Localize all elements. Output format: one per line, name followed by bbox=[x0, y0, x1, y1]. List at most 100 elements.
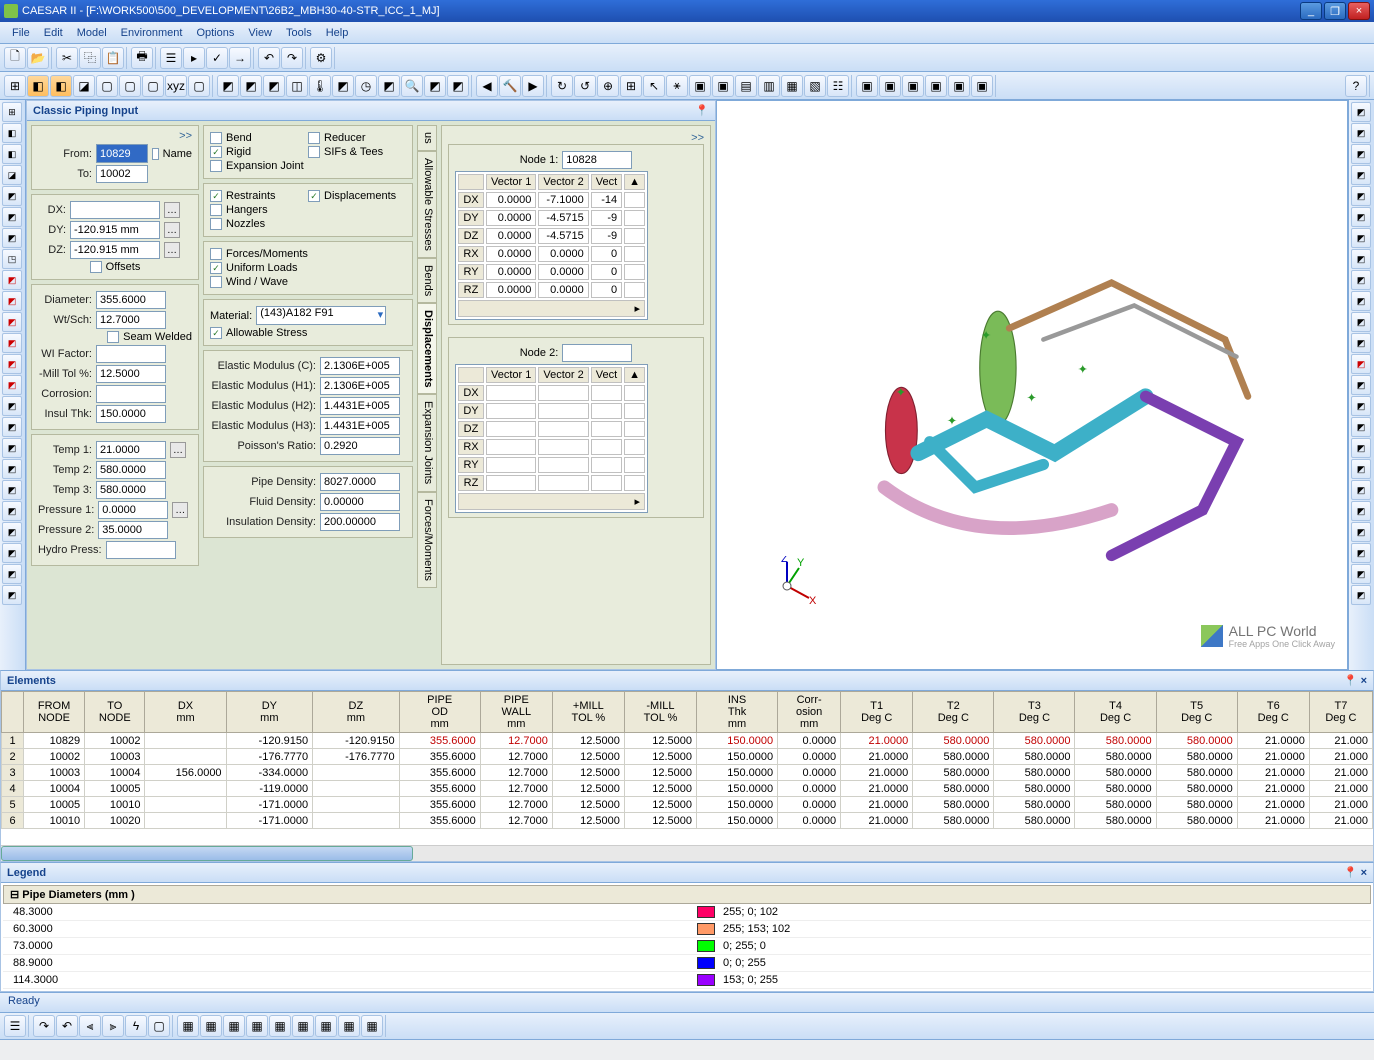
tb-r4[interactable]: ⊞ bbox=[620, 75, 642, 97]
vt-23[interactable]: ◩ bbox=[2, 564, 22, 584]
vt-6[interactable]: ◩ bbox=[2, 207, 22, 227]
tb-p3[interactable]: ▣ bbox=[902, 75, 924, 97]
vt-7[interactable]: ◩ bbox=[2, 228, 22, 248]
tb-orange2[interactable]: ◧ bbox=[50, 75, 72, 97]
vt-17[interactable]: ◩ bbox=[2, 438, 22, 458]
tb-n2[interactable]: ▢ bbox=[119, 75, 141, 97]
elements-grid[interactable]: FROM NODETO NODEDX mmDY mmDZ mmPIPE OD m… bbox=[1, 691, 1373, 829]
p1-more[interactable]: … bbox=[172, 502, 188, 518]
bt-10[interactable]: ▦ bbox=[223, 1015, 245, 1037]
vt-22[interactable]: ◩ bbox=[2, 543, 22, 563]
insul-input[interactable] bbox=[96, 405, 166, 423]
temp1-input[interactable] bbox=[96, 441, 166, 459]
vt-2[interactable]: ◧ bbox=[2, 123, 22, 143]
bend-cb[interactable] bbox=[210, 132, 222, 144]
vt-13[interactable]: ◩ bbox=[2, 354, 22, 374]
tb-r12[interactable]: ▧ bbox=[804, 75, 826, 97]
tb-misc[interactable]: ⚙ bbox=[310, 47, 332, 69]
bt-9[interactable]: ▦ bbox=[200, 1015, 222, 1037]
bt-13[interactable]: ▦ bbox=[292, 1015, 314, 1037]
rvt-13[interactable]: ◩ bbox=[1351, 354, 1371, 374]
rvt-18[interactable]: ◩ bbox=[1351, 459, 1371, 479]
vt-3[interactable]: ◧ bbox=[2, 144, 22, 164]
rigid-cb[interactable]: ✓ bbox=[210, 146, 222, 158]
tb-p2[interactable]: ▣ bbox=[879, 75, 901, 97]
tb-find[interactable]: 🔍 bbox=[401, 75, 423, 97]
vtab-allowable[interactable]: Allowable Stresses bbox=[417, 151, 437, 258]
minimize-button[interactable]: _ bbox=[1300, 2, 1322, 20]
fm-cb[interactable] bbox=[210, 248, 222, 260]
offsets-checkbox[interactable] bbox=[90, 261, 102, 273]
vt-20[interactable]: ◩ bbox=[2, 501, 22, 521]
dy-input[interactable] bbox=[70, 221, 160, 239]
pin-icon[interactable]: 📍 bbox=[695, 104, 709, 117]
vt-9[interactable]: ◩ bbox=[2, 270, 22, 290]
tb-v8[interactable]: ◩ bbox=[447, 75, 469, 97]
vtab-bends[interactable]: Bends bbox=[417, 258, 437, 303]
tb-list[interactable]: ☰ bbox=[160, 47, 182, 69]
menu-file[interactable]: File bbox=[6, 25, 36, 41]
reducer-cb[interactable] bbox=[308, 132, 320, 144]
tb-v3[interactable]: ◩ bbox=[263, 75, 285, 97]
rvt-1[interactable]: ◩ bbox=[1351, 102, 1371, 122]
bt-8[interactable]: ▦ bbox=[177, 1015, 199, 1037]
elements-pin[interactable]: 📍 × bbox=[1344, 674, 1367, 687]
tb-new[interactable]: 🗋 bbox=[4, 47, 26, 69]
menu-environment[interactable]: Environment bbox=[115, 25, 189, 41]
temp1-more[interactable]: … bbox=[170, 442, 186, 458]
tb-r9[interactable]: ▤ bbox=[735, 75, 757, 97]
rvt-24[interactable]: ◩ bbox=[1351, 585, 1371, 605]
tb-clock[interactable]: ◷ bbox=[355, 75, 377, 97]
menu-options[interactable]: Options bbox=[190, 25, 240, 41]
tb-p6[interactable]: ▣ bbox=[971, 75, 993, 97]
eh3-input[interactable] bbox=[320, 417, 400, 435]
temp3-input[interactable] bbox=[96, 481, 166, 499]
elements-hscroll[interactable] bbox=[1, 845, 1373, 861]
nozz-cb[interactable] bbox=[210, 218, 222, 230]
wtsch-input[interactable] bbox=[96, 311, 166, 329]
bt-11[interactable]: ▦ bbox=[246, 1015, 268, 1037]
bt-6[interactable]: ϟ bbox=[125, 1015, 147, 1037]
menu-help[interactable]: Help bbox=[320, 25, 355, 41]
p2-input[interactable] bbox=[98, 521, 168, 539]
tb-p1[interactable]: ▣ bbox=[856, 75, 878, 97]
vt-5[interactable]: ◩ bbox=[2, 186, 22, 206]
vt-19[interactable]: ◩ bbox=[2, 480, 22, 500]
vt-11[interactable]: ◩ bbox=[2, 312, 22, 332]
tb-yellow[interactable]: ◪ bbox=[73, 75, 95, 97]
rvt-20[interactable]: ◩ bbox=[1351, 501, 1371, 521]
tb-v2[interactable]: ◩ bbox=[240, 75, 262, 97]
tb-copy[interactable]: ⿻ bbox=[79, 47, 101, 69]
tb-r2[interactable]: ↺ bbox=[574, 75, 596, 97]
seam-checkbox[interactable] bbox=[107, 331, 119, 343]
vtab-forces[interactable]: Forces/Moments bbox=[417, 492, 437, 588]
maximize-button[interactable]: ❐ bbox=[1324, 2, 1346, 20]
bt-4[interactable]: ⫷ bbox=[79, 1015, 101, 1037]
vtab-us[interactable]: us bbox=[417, 125, 437, 151]
vt-8[interactable]: ◳ bbox=[2, 249, 22, 269]
bt-15[interactable]: ▦ bbox=[338, 1015, 360, 1037]
restr-cb[interactable]: ✓ bbox=[210, 190, 222, 202]
tb-arrow[interactable]: → bbox=[229, 47, 251, 69]
rvt-9[interactable]: ◩ bbox=[1351, 270, 1371, 290]
tb-hammer[interactable]: 🔨 bbox=[499, 75, 521, 97]
tb-n1[interactable]: ▢ bbox=[96, 75, 118, 97]
tb-r8[interactable]: ▣ bbox=[712, 75, 734, 97]
close-button[interactable]: × bbox=[1348, 2, 1370, 20]
vt-21[interactable]: ◩ bbox=[2, 522, 22, 542]
bt-2[interactable]: ↷ bbox=[33, 1015, 55, 1037]
tb-r3[interactable]: ⊕ bbox=[597, 75, 619, 97]
rvt-17[interactable]: ◩ bbox=[1351, 438, 1371, 458]
ww-cb[interactable] bbox=[210, 276, 222, 288]
rvt-12[interactable]: ◩ bbox=[1351, 333, 1371, 353]
rvt-5[interactable]: ◩ bbox=[1351, 186, 1371, 206]
tb-r10[interactable]: ▥ bbox=[758, 75, 780, 97]
mill-input[interactable] bbox=[96, 365, 166, 383]
rvt-2[interactable]: ◩ bbox=[1351, 123, 1371, 143]
ul-cb[interactable]: ✓ bbox=[210, 262, 222, 274]
expj-cb[interactable] bbox=[210, 160, 222, 172]
rvt-11[interactable]: ◩ bbox=[1351, 312, 1371, 332]
3d-viewport[interactable]: ✦✦ ✦✦ ✦ X Y Z ALL PC WorldFree Apps One … bbox=[716, 100, 1348, 670]
tb-r6[interactable]: ⚹ bbox=[666, 75, 688, 97]
rvt-22[interactable]: ◩ bbox=[1351, 543, 1371, 563]
